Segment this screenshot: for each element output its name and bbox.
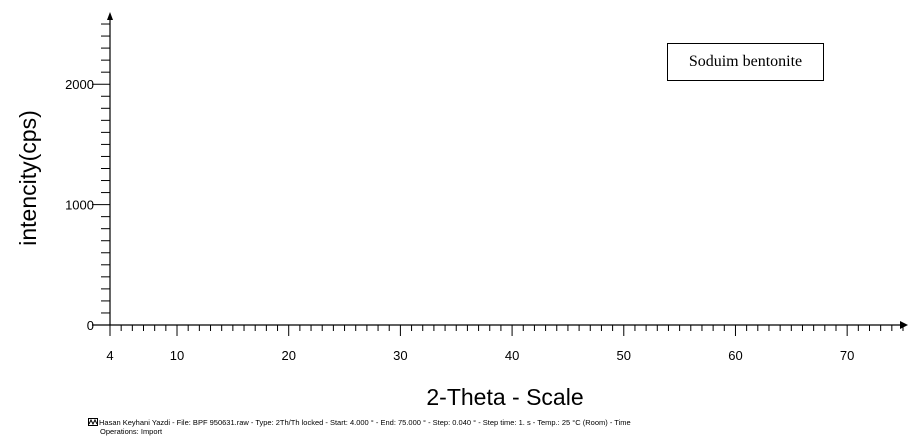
footer-info: Hasan Keyhani Yazdi - File: BPF 950631.r… [88,418,903,436]
x-axis-label: 2-Theta - Scale [426,384,583,410]
footer-line-2: Operations: Import [100,427,163,436]
x-tick-label: 30 [393,348,407,363]
x-axis-arrow [900,321,908,329]
x-tick-label: 60 [728,348,742,363]
x-tick-label: 40 [505,348,519,363]
x-tick-label: 4 [106,348,113,363]
x-tick-label: 50 [617,348,631,363]
footer-line-1: Hasan Keyhani Yazdi - File: BPF 950631.r… [99,418,631,427]
y-axis-label: intencity(cps) [15,110,41,245]
y-tick-label: 2000 [65,77,94,92]
x-tick-label: 20 [281,348,295,363]
diffractogram-icon [88,418,98,426]
x-tick-label: 10 [170,348,184,363]
legend: Soduim bentonite [667,43,824,81]
axes [92,12,908,329]
y-axis-arrow [107,12,113,20]
y-tick-label: 0 [87,318,94,333]
legend-label: Soduim bentonite [688,53,803,70]
y-axis-ticks: 0 1000 2000 [65,23,110,333]
y-tick-label: 1000 [65,198,94,213]
x-axis-ticks: 4 10 20 30 40 50 60 70 [106,325,904,363]
x-tick-label: 70 [840,348,854,363]
